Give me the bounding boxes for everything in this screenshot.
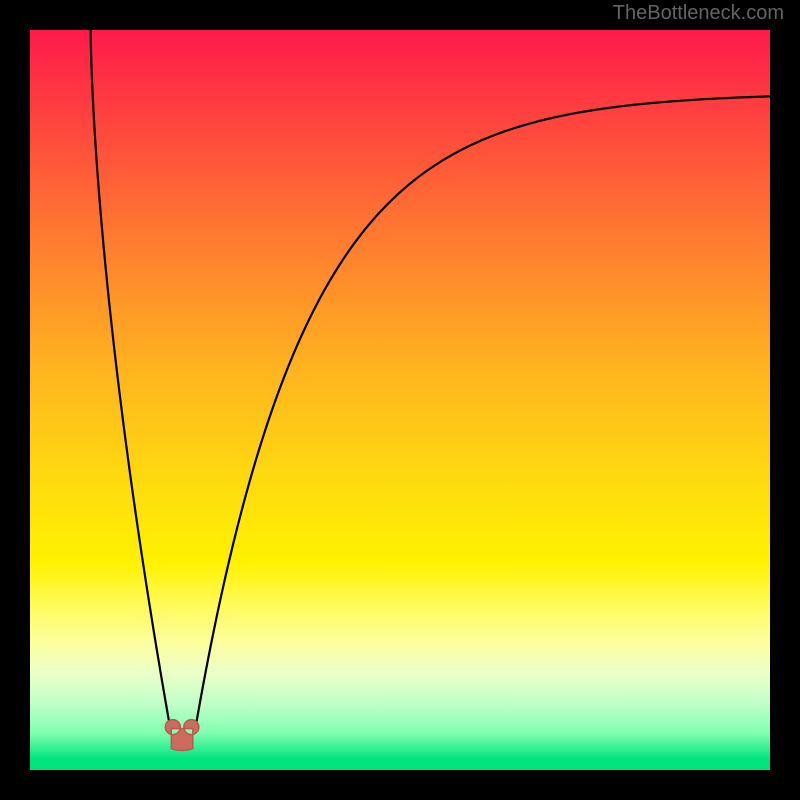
watermark-label: TheBottleneck.com bbox=[613, 2, 784, 24]
plot-area bbox=[30, 30, 770, 770]
curves-layer bbox=[30, 30, 770, 770]
curve-left-branch bbox=[91, 30, 169, 722]
watermark-text: TheBottleneck.com bbox=[613, 2, 784, 25]
dip-marker-shape bbox=[165, 720, 199, 751]
chart-stage: TheBottleneck.com bbox=[0, 0, 800, 800]
curve-right-branch bbox=[197, 96, 771, 722]
